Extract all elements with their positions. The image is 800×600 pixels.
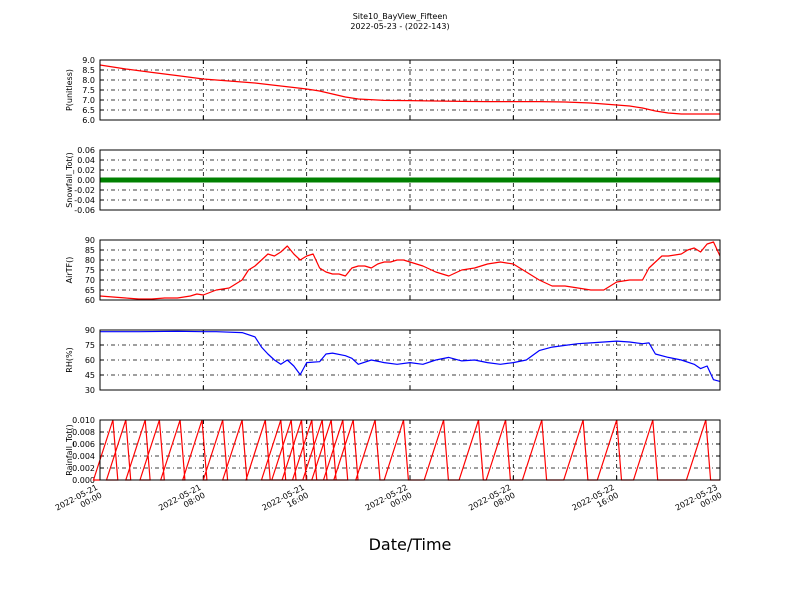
y-tick-label-rh: 75 (85, 341, 95, 350)
panel-snowfall: -0.06-0.04-0.020.000.020.040.06Snowfall_… (65, 146, 721, 215)
y-axis-label-airtemp: AirTF() (65, 257, 74, 284)
series-line-rh (100, 330, 721, 382)
y-axis-label-pressure: P(unitless) (65, 69, 74, 111)
y-tick-label-airtemp: 60 (85, 296, 95, 305)
plot-frame-rh (99, 329, 721, 391)
y-tick-label-rainfall: 0.006 (72, 440, 95, 449)
y-tick-label-snowfall: 0.06 (77, 146, 95, 155)
y-tick-label-airtemp: 80 (85, 256, 95, 265)
y-tick-label-pressure: 7.5 (82, 86, 95, 95)
y-tick-label-airtemp: 75 (85, 266, 95, 275)
x-axis-label: Date/Time (369, 535, 452, 554)
y-tick-label-rainfall: 0.010 (72, 416, 95, 425)
y-tick-label-airtemp: 70 (85, 276, 95, 285)
y-tick-label-airtemp: 65 (85, 286, 95, 295)
y-tick-label-rh: 30 (85, 386, 95, 395)
y-tick-label-rainfall: 0.000 (72, 476, 95, 485)
series-line-pressure (99, 64, 720, 115)
y-tick-label-rainfall: 0.004 (72, 452, 95, 461)
y-tick-label-snowfall: 0.00 (77, 176, 95, 185)
plot-frame-airtemp (99, 239, 721, 301)
y-tick-label-rh: 90 (85, 326, 95, 335)
series-line-rainfall (92, 419, 720, 481)
y-tick-label-snowfall: 0.04 (77, 156, 95, 165)
y-tick-label-airtemp: 85 (85, 246, 95, 255)
y-tick-label-rainfall: 0.002 (72, 464, 95, 473)
y-tick-label-pressure: 6.0 (82, 116, 95, 125)
plot-frame-snowfall (99, 149, 721, 211)
y-tick-label-pressure: 6.5 (82, 106, 95, 115)
y-axis-label-rh: RH(%) (65, 347, 74, 372)
y-tick-label-rainfall: 0.008 (72, 428, 95, 437)
y-axis-label-snowfall: Snowfall_Tot() (65, 152, 74, 208)
plot-frame-pressure (99, 59, 721, 121)
y-tick-label-pressure: 7.0 (82, 96, 95, 105)
panels-group: 6.06.57.07.58.08.59.0P(unitless)-0.06-0.… (65, 56, 721, 485)
y-tick-label-pressure: 8.0 (82, 76, 95, 85)
panel-pressure: 6.06.57.07.58.08.59.0 P(unitless) (65, 56, 721, 125)
y-axis-label-rainfall: Rainfall_Tot() (65, 424, 74, 476)
y-tick-label-snowfall: -0.06 (74, 206, 95, 215)
y-tick-label-pressure: 8.5 (82, 66, 95, 75)
y-tick-label-rh: 60 (85, 356, 95, 365)
y-tick-label-snowfall: -0.02 (74, 186, 95, 195)
series-line-airtemp (99, 241, 721, 300)
y-tick-label-airtemp: 90 (85, 236, 95, 245)
y-tick-label-snowfall: 0.02 (77, 166, 95, 175)
y-tick-label-snowfall: -0.04 (74, 196, 95, 205)
chart-title-line2: 2022-05-23 - (2022-143) (350, 22, 449, 31)
y-tick-label-rh: 45 (85, 371, 95, 380)
panel-rainfall: 0.000 0.002 0.004 0.006 0.008 0.010Rainfall_T… (65, 416, 721, 485)
chart-title-line1: Site10_BayView_Fifteen (353, 12, 448, 21)
y-tick-label-pressure: 9.0 (82, 56, 95, 65)
panel-rh: 30 45 60 75 90 RH(%) (65, 326, 721, 395)
plot-frame-rainfall (99, 419, 721, 481)
